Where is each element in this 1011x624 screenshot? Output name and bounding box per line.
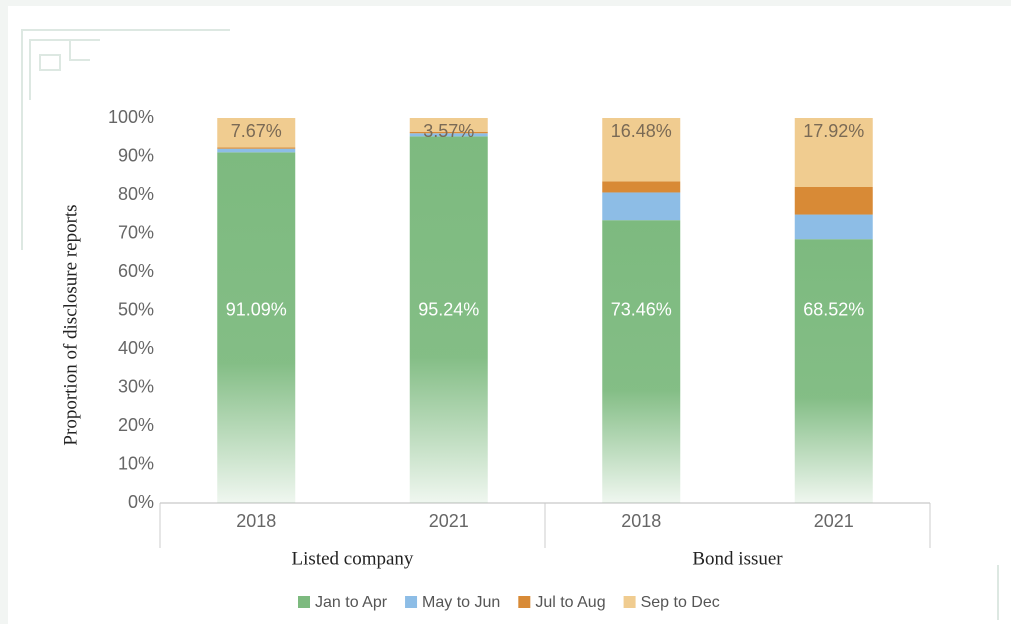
group-label: Bond issuer [692,548,783,569]
legend-swatch [298,596,310,608]
x-tick-label: 2021 [814,511,854,531]
value-label: 17.92% [803,121,864,141]
bar-segment [794,118,873,187]
value-label: 91.09% [226,299,287,319]
y-tick-label: 20% [118,415,154,435]
x-tick-label: 2021 [429,511,469,531]
y-tick-label: 100% [108,107,154,127]
legend-swatch [518,596,531,608]
legend-label: May to Jun [422,594,500,611]
y-tick-label: 30% [118,376,154,396]
y-tick-label: 60% [118,261,154,281]
y-tick-label: 40% [118,338,154,358]
legend-label: Jan to Apr [315,594,388,611]
bar-segment [217,118,296,148]
bar-segment [217,147,296,149]
y-tick-label: 10% [118,453,154,473]
value-label: 95.24% [418,299,479,319]
y-tick-label: 50% [118,299,154,319]
group-label: Listed company [292,548,414,569]
bar-segment [794,214,873,240]
bar-segment [409,136,488,504]
bar-segment [794,186,873,215]
legend-label: Jul to Aug [535,594,605,611]
bar-segment [217,152,296,503]
bar-segment [217,148,296,153]
legend-swatch [405,596,418,608]
y-tick-label: 80% [118,184,154,204]
value-label: 3.57% [423,121,474,141]
bar-segment [602,192,681,221]
legend-swatch [623,596,636,608]
bar-segment [409,131,488,134]
value-label: 7.67% [231,121,282,141]
bar-segment [794,239,873,503]
bar-segment [602,220,681,503]
y-tick-label: 70% [118,222,154,242]
bar-segment [409,133,488,137]
value-label: 16.48% [611,121,672,141]
y-tick-label: 90% [118,145,154,165]
corner-ornament [21,29,999,620]
y-axis-title: Proportion of disclosure reports [60,204,81,445]
value-label: 68.52% [803,299,864,319]
value-label: 73.46% [611,299,672,319]
bar-segment [602,118,681,182]
x-tick-label: 2018 [236,511,276,531]
bar-segment [409,118,488,132]
legend-label: Sep to Dec [641,594,720,611]
y-tick-label: 0% [128,492,154,512]
bar-segment [602,181,681,193]
x-tick-label: 2018 [621,511,661,531]
